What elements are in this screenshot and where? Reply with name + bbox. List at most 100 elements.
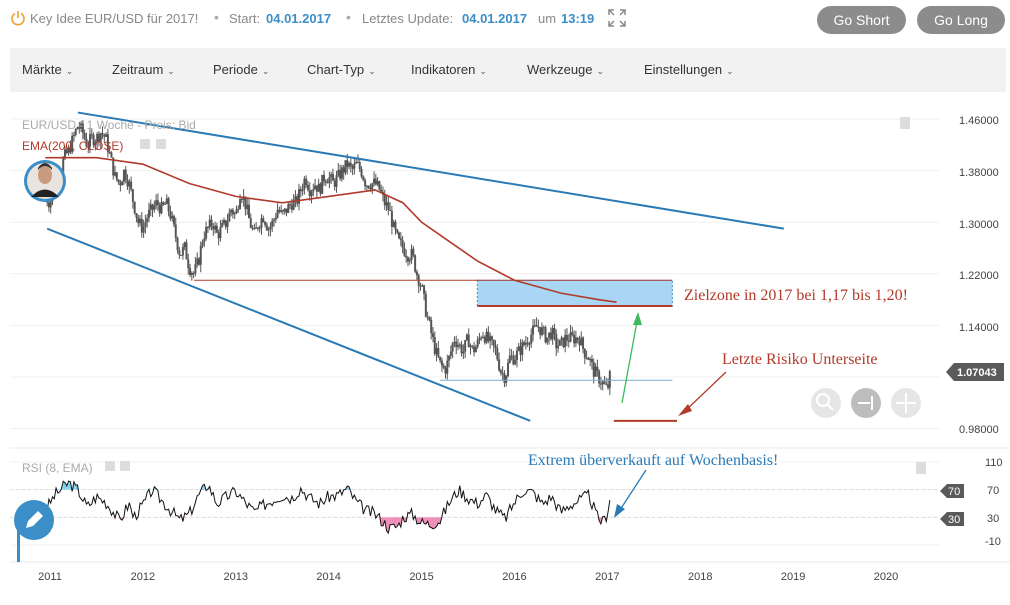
rsi-panel-menu-icon[interactable] [916,462,926,474]
candle-body [74,129,77,135]
go-short-button[interactable]: Go Short [817,6,906,34]
jump-to-end-button[interactable] [851,388,881,418]
menu-maerkte[interactable]: Märkte ⌄ [22,62,73,77]
time-tick: 2013 [224,571,248,583]
channel-lower-line [46,227,531,422]
candle-body [144,222,147,227]
candle-body [580,337,583,346]
candle-body [342,167,345,173]
menu-einstellungen[interactable]: Einstellungen ⌄ [644,62,734,77]
go-long-button[interactable]: Go Long [917,6,1005,34]
candle-body [428,317,431,320]
indicator-settings-icon[interactable] [140,139,166,149]
candle-body [94,142,97,146]
candle-body [439,356,442,361]
candle-body [226,221,229,227]
candle-body [172,215,175,225]
scroll-handle[interactable] [17,520,20,562]
candle-body [228,212,231,222]
candle-body [501,373,504,375]
menu-indikatoren[interactable]: Indikatoren ⌄ [411,62,487,77]
menu-zeitraum[interactable]: Zeitraum ⌄ [112,62,175,77]
candle-body [540,327,543,335]
candle-body [374,178,377,185]
um-label: um [538,11,557,26]
candle-body [433,337,436,354]
candle-body [337,169,340,176]
candle-body [476,339,479,347]
candle-body [435,348,438,354]
candle-body [458,344,461,346]
current-price-badge: 1.07043 [946,363,1004,381]
candle-body [339,169,342,179]
candle-body [117,179,120,183]
candle-body [185,242,188,260]
candle-body [335,175,338,187]
candle-body [421,285,424,287]
candle-body [551,328,554,340]
menu-periode[interactable]: Periode ⌄ [213,62,269,77]
candle-body [121,181,124,186]
candle-body [414,255,417,272]
candle-body [482,336,485,338]
candle-body [260,218,263,228]
edit-pencil-button[interactable] [14,500,54,540]
candle-body [131,189,134,202]
candle-body [331,174,334,181]
candle-body [180,255,183,257]
candle-body [480,337,483,339]
candle-body [301,189,304,192]
expand-icon[interactable] [608,9,626,27]
candle-body [565,334,568,341]
candle-body [140,218,143,233]
candle-body [392,221,395,227]
candle-body [507,362,510,377]
menu-label: Chart-Typ [307,62,365,77]
candle-body [492,339,495,346]
candle-body [265,224,268,231]
candle-body [587,358,590,361]
candle-body [114,172,117,176]
candle-body [62,158,65,173]
candle-body [64,149,67,159]
panel-menu-icon[interactable] [900,117,910,129]
candle-body [419,285,422,287]
candle-body [455,341,458,347]
candle-body [583,348,586,358]
pan-button[interactable] [891,388,921,418]
candle-body [344,160,347,173]
candle-body [258,227,261,229]
candle-body [235,209,238,214]
candle-body [105,134,108,137]
time-tick: 2020 [874,571,898,583]
candle-body [239,198,242,209]
candle-body [287,204,290,213]
power-icon[interactable] [10,10,26,26]
candle-body [464,340,467,352]
candle-series [44,120,611,396]
candle-body [310,191,313,196]
avatar[interactable] [24,160,66,202]
candle-body [151,204,154,210]
rsi-settings-icon[interactable] [105,461,130,471]
candle-body [269,226,272,230]
candle-body [524,342,527,345]
candle-body [67,147,70,154]
candle-body [153,205,156,210]
rsi-oversold-fill [431,517,433,529]
candle-body [348,162,351,167]
chevron-down-icon: ⌄ [479,66,487,76]
candle-body [535,325,538,327]
top-bar: Key Idee EUR/USD für 2017! • Start: 04.0… [0,0,1010,40]
risk-annotation: Letzte Risiko Unterseite [722,351,878,368]
candle-body [174,224,177,238]
menu-werkzeuge[interactable]: Werkzeuge ⌄ [527,62,604,77]
candle-body [376,181,379,185]
menu-chart-typ[interactable]: Chart-Typ ⌄ [307,62,376,77]
candle-body [548,332,551,338]
zoom-in-button[interactable] [811,388,841,418]
green-up-arrow [621,312,642,404]
chevron-down-icon: ⌄ [167,66,175,76]
candle-body [367,185,370,189]
